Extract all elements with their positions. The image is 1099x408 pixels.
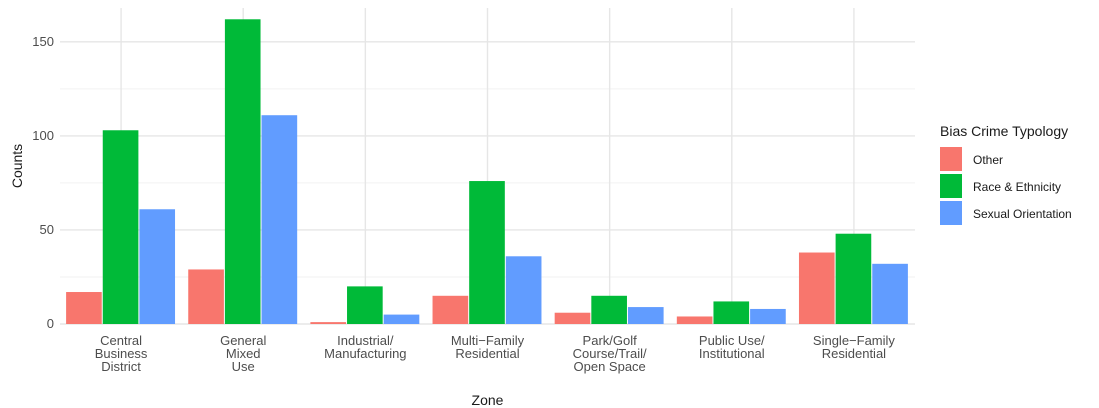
- bar: [224, 19, 261, 325]
- bar: [383, 314, 420, 324]
- legend-label: Sexual Orientation: [973, 207, 1072, 221]
- x-axis-ticks: Central Business District General Mixed Use In…: [95, 333, 896, 374]
- x-tick-label: Multi−Family Residential: [451, 333, 525, 361]
- bar: [835, 233, 872, 324]
- bar: [591, 295, 627, 324]
- x-tick-label: General Mixed Use: [220, 333, 266, 374]
- x-tick-label: Central Business District: [95, 333, 148, 374]
- x-tick-label: Single−Family Residential: [813, 333, 896, 361]
- legend-swatch: [940, 174, 962, 198]
- legend-label: Other: [973, 153, 1003, 167]
- y-axis-ticks: 0 50 100 150: [32, 34, 54, 331]
- bar: [432, 295, 469, 324]
- legend: Bias Crime Typology Other Race & Ethnicit…: [940, 123, 1072, 225]
- x-tick-label: Industrial/Manufacturing: [324, 333, 406, 361]
- legend-title: Bias Crime Typology: [940, 123, 1068, 139]
- bar: [554, 312, 591, 324]
- x-tick-label: Public Use/Institutional: [699, 333, 765, 361]
- bar: [347, 286, 383, 324]
- bars-layer: [66, 19, 908, 325]
- y-tick-label: 100: [32, 128, 54, 143]
- bar: [872, 263, 908, 324]
- bar: [750, 308, 786, 324]
- bar: [310, 322, 347, 324]
- bar: [505, 256, 542, 324]
- bar: [713, 301, 750, 324]
- bar: [102, 130, 139, 324]
- legend-items: Other Race & Ethnicity Sexual Orientation: [940, 147, 1072, 225]
- bar: [627, 307, 664, 324]
- y-tick-label: 50: [40, 222, 54, 237]
- x-tick-label: Park/Golf Course/Trail/Open Space: [573, 333, 647, 374]
- bar: [469, 181, 505, 324]
- y-tick-label: 0: [47, 316, 54, 331]
- legend-swatch: [940, 201, 962, 225]
- bar: [188, 269, 224, 324]
- bar: [66, 292, 102, 324]
- y-axis-title: Counts: [9, 144, 25, 188]
- legend-label: Race & Ethnicity: [973, 180, 1061, 194]
- bar: [676, 316, 713, 324]
- bar: [261, 115, 298, 324]
- y-tick-label: 150: [32, 34, 54, 49]
- legend-swatch: [940, 147, 962, 171]
- bar: [798, 252, 835, 324]
- bar: [139, 209, 176, 324]
- x-axis-title: Zone: [472, 392, 504, 408]
